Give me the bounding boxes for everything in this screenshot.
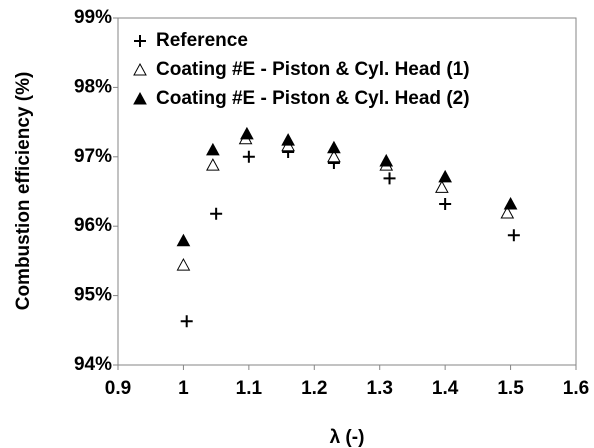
x-tick-label: 1.4 — [432, 378, 459, 399]
x-tick-label: 1.3 — [367, 378, 393, 399]
plot-frame — [117, 17, 577, 366]
point — [379, 153, 394, 167]
point — [383, 172, 396, 185]
legend-marker — [134, 35, 146, 47]
point — [435, 180, 449, 193]
x-tick-label: 1 — [178, 378, 189, 399]
legend-box — [124, 24, 419, 116]
legend-marker — [133, 62, 147, 76]
point — [503, 196, 518, 210]
point — [210, 207, 223, 220]
x-tick-label: 1.5 — [497, 378, 524, 399]
point — [176, 233, 191, 247]
point — [327, 149, 341, 163]
x-tick-label: 1.2 — [301, 378, 327, 399]
point — [507, 229, 520, 242]
y-tick-label: 95% — [74, 285, 112, 306]
legend-label: Reference — [156, 30, 248, 51]
legend-marker — [133, 91, 147, 105]
legend-label: Coating #E - Piston & Cyl. Head (1) — [156, 59, 470, 80]
point — [206, 158, 220, 171]
point — [176, 258, 191, 271]
point — [180, 315, 193, 328]
y-tick-label: 98% — [74, 76, 112, 97]
point — [242, 150, 255, 163]
point — [281, 133, 295, 146]
y-tick-label: 94% — [74, 354, 112, 375]
x-tick-label: 1.1 — [236, 378, 263, 399]
x-tick-label: 0.9 — [105, 378, 131, 399]
point — [439, 197, 452, 210]
point — [500, 205, 515, 219]
x-tick-label: 1.6 — [563, 378, 589, 399]
y-tick-label: 96% — [74, 215, 112, 236]
point — [206, 142, 220, 156]
legend-label: Coating #E - Piston & Cyl. Head (2) — [156, 88, 470, 109]
point — [240, 126, 254, 140]
y-tick-label: 97% — [74, 146, 112, 167]
x-axis-label: λ (-) — [330, 427, 365, 448]
point — [438, 169, 452, 183]
y-tick-label: 99% — [74, 7, 112, 28]
y-axis-label: Combustion efficiency (%) — [13, 72, 34, 311]
point — [327, 140, 341, 154]
